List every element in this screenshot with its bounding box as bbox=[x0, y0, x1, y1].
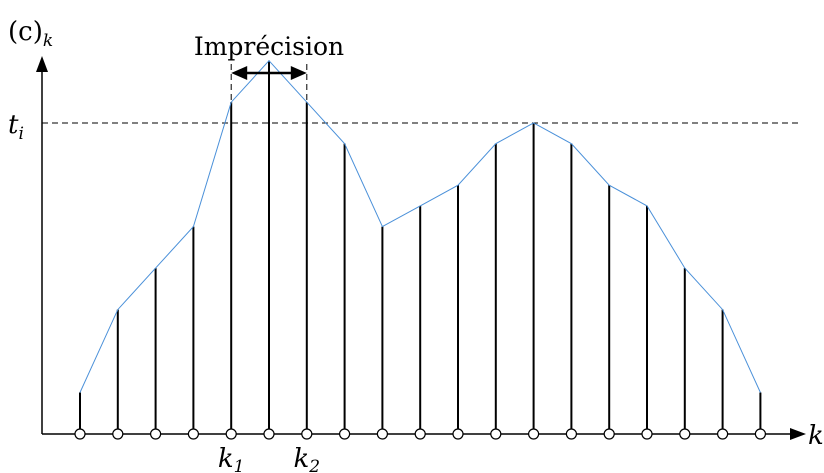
markers-group bbox=[74, 428, 767, 440]
sample-marker-3 bbox=[187, 428, 199, 440]
sample-marker-17 bbox=[716, 428, 729, 440]
sample-marker-1 bbox=[112, 428, 124, 440]
sample-marker-13 bbox=[565, 428, 578, 440]
sample-marker-6 bbox=[301, 428, 313, 440]
threshold-label: ti bbox=[8, 110, 24, 144]
sample-marker-4 bbox=[225, 428, 237, 440]
imprecision-label: Imprécision bbox=[194, 32, 344, 61]
sample-marker-5 bbox=[263, 428, 275, 440]
sample-marker-0 bbox=[74, 428, 86, 440]
k2-label: k2 bbox=[294, 444, 321, 473]
k2-label-subscript: 2 bbox=[308, 457, 320, 473]
threshold-label-main: t bbox=[8, 110, 19, 140]
y-axis-label: (c)k bbox=[8, 17, 53, 51]
y-axis-label-main: (c) bbox=[8, 17, 43, 47]
envelope-line bbox=[79, 59, 761, 393]
sample-marker-18 bbox=[754, 428, 767, 440]
sample-marker-10 bbox=[452, 428, 464, 440]
k2-label-main: k bbox=[294, 444, 310, 473]
y-axis-arrow-icon bbox=[36, 56, 48, 72]
imprecision-double-arrow-icon bbox=[231, 66, 307, 80]
sample-marker-7 bbox=[339, 428, 351, 440]
stems-group bbox=[79, 60, 762, 434]
x-axis-arrow-icon bbox=[790, 428, 806, 440]
k1-label-main: k bbox=[218, 444, 234, 473]
threshold-label-subscript: i bbox=[18, 124, 23, 144]
sample-marker-9 bbox=[414, 428, 426, 440]
sample-marker-11 bbox=[490, 428, 502, 440]
sample-marker-8 bbox=[376, 428, 388, 440]
sample-marker-14 bbox=[603, 428, 615, 440]
k1-label: k1 bbox=[218, 444, 245, 473]
sample-marker-16 bbox=[679, 428, 691, 440]
k1-label-subscript: 1 bbox=[234, 457, 245, 473]
sample-marker-12 bbox=[527, 428, 540, 440]
sample-marker-15 bbox=[641, 428, 653, 440]
sample-marker-2 bbox=[150, 428, 162, 440]
y-axis-label-subscript: k bbox=[43, 31, 53, 51]
x-axis-label: k bbox=[808, 421, 824, 451]
